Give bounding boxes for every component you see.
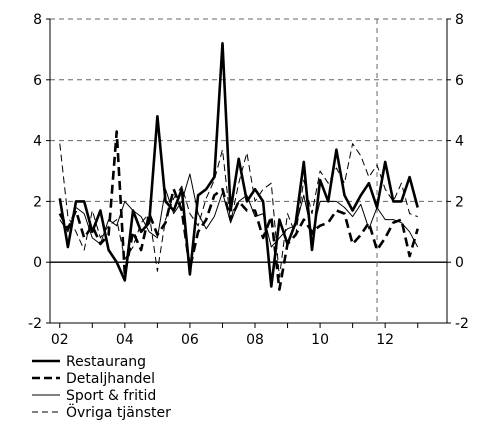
xtick-label: 06	[181, 332, 199, 348]
left-ytick-label: 4	[33, 134, 42, 150]
right-ytick-label: 8	[455, 12, 464, 28]
legend-label: Restaurang	[66, 354, 146, 370]
right-ytick-label: 2	[455, 194, 464, 210]
left-ytick-label: 0	[33, 255, 42, 271]
left-ytick-label: 6	[33, 73, 42, 89]
right-y-axis: -2 0 2 4 6 8	[447, 12, 469, 332]
legend-label: Övriga tjänster	[66, 403, 171, 421]
xtick-label: 08	[246, 332, 264, 348]
right-ytick-label: 6	[455, 73, 464, 89]
legend-label: Detaljhandel	[66, 371, 155, 387]
xtick-label: 04	[116, 332, 134, 348]
left-ytick-label: -2	[28, 316, 42, 332]
right-ytick-label: 4	[455, 134, 464, 150]
left-ytick-label: 2	[33, 194, 42, 210]
series-line--vriga-tj-nster	[59, 143, 418, 278]
xtick-label: 10	[311, 332, 329, 348]
series-line-sport-fritid	[59, 173, 419, 248]
left-ytick-label: 8	[33, 12, 42, 28]
left-y-axis: -2 0 2 4 6 8	[28, 12, 50, 332]
right-ytick-label: 0	[455, 255, 464, 271]
series-line-detaljhandel	[58, 130, 419, 291]
x-axis: 02 04 06 08 10 12	[51, 323, 419, 348]
series-line-restaurang	[58, 41, 419, 288]
right-ytick-label: -2	[455, 316, 469, 332]
series-lines	[58, 41, 419, 291]
legend-label: Sport & fritid	[66, 388, 156, 404]
xtick-label: 12	[376, 332, 394, 348]
plot-frame	[49, 19, 448, 324]
xtick-label: 02	[51, 332, 69, 348]
